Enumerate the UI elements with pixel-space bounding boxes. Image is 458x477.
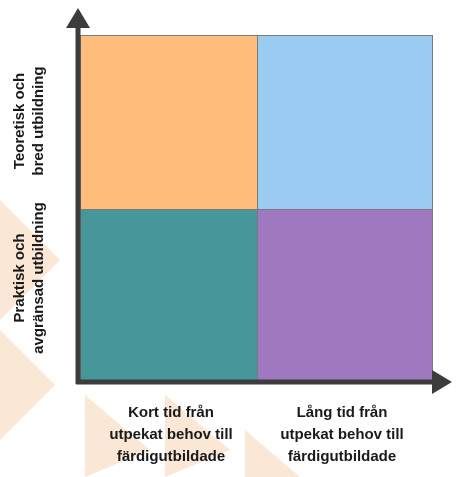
x-axis-label-left-line2: utpekat behov till: [109, 426, 233, 443]
x-axis-label-left-line3: färdigutbildade: [116, 448, 226, 465]
x-axis-label-right-line3: färdigutbildade: [287, 448, 397, 465]
y-axis-label-bottom: Praktisk och avgränsad utbildning: [10, 192, 50, 364]
quadrant-top-right: [257, 35, 433, 210]
y-axis-label-top: Teoretisk och bred utbildning: [10, 35, 50, 207]
x-axis-label-right-line2: utpekat behov till: [280, 426, 404, 443]
watermark-chevron: [85, 395, 150, 477]
y-axis-label-bottom-line1: Praktisk och: [11, 233, 28, 323]
x-axis-arrowhead: [432, 370, 452, 394]
x-axis-label-left: Kort tid från utpekat behov till färdigu…: [82, 402, 260, 468]
y-axis-arrowhead: [66, 8, 90, 28]
y-axis-label-top-line2: bred utbildning: [30, 66, 47, 176]
y-axis-label-bottom-line2: avgränsad utbildning: [30, 202, 47, 354]
x-axis-label-right: Lång tid från utpekat behov till färdigu…: [254, 402, 430, 468]
x-axis-label-right-line1: Lång tid från: [296, 404, 388, 421]
watermark-chevron: [0, 330, 55, 440]
x-axis-label-left-line1: Kort tid från: [128, 404, 214, 421]
y-axis-label-top-line1: Teoretisk och: [11, 72, 28, 170]
watermark-chevron: [165, 395, 230, 477]
watermark-chevron: [245, 430, 300, 477]
watermark-chevron: [0, 200, 60, 320]
